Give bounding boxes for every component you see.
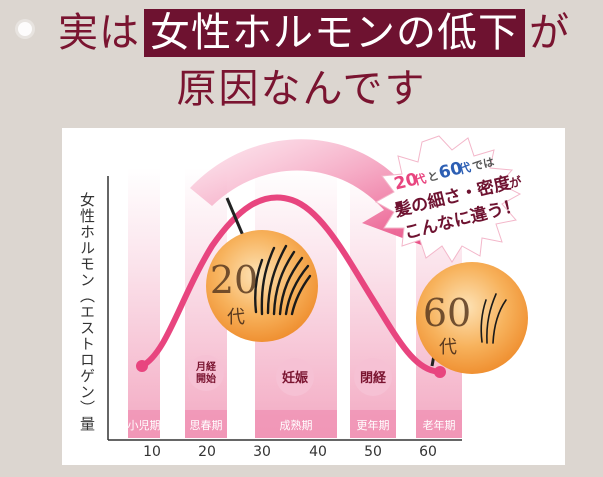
hair-20s-icon [254,244,312,316]
headline-line2: 原因なんです [176,66,427,112]
x-tick-20: 20 [198,444,216,460]
event-menarche-label-1: 月経 [195,360,217,373]
x-tick-40: 40 [309,444,327,460]
hormone-diagram: 女性ホルモン（エストロゲン）量 [62,128,565,465]
x-tick-50: 50 [364,444,382,460]
x-tick-60: 60 [419,444,437,460]
hormone-curve [139,194,445,376]
hair-60s-number: 60 [423,291,471,335]
headline-prefix: 実は [58,10,140,56]
event-menarche-label-2: 開始 [196,372,216,385]
x-tick-30: 30 [253,444,271,460]
period-label-childhood: 小児期 [128,419,161,432]
headline: 実は 女性ホルモンの低下 が 原因なんです [0,0,603,120]
hair-60s-circle [416,262,528,374]
callout-burst [374,135,522,263]
diagram-canvas: 小児期 思春期 成熟期 更年期 老年期 10 20 30 40 50 60 月経… [107,135,528,460]
callout-dai-1: 代 [411,170,427,188]
event-menopause-label: 閉経 [360,370,387,386]
headline-highlight: 女性ホルモンの低下 [144,9,525,57]
period-label-old-age: 老年期 [423,418,456,432]
y-axis-label: 女性ホルモン（エストロゲン）量 [78,192,96,432]
decline-arrow [190,139,427,246]
curve-start-dot [136,360,148,372]
period-label-maturity: 成熟期 [280,418,313,432]
period-label-menopause: 更年期 [357,418,390,432]
event-menopause-circle [354,358,392,396]
period-band-childhood [128,168,160,438]
headline-suffix: が [529,10,570,56]
callout-to: と [426,169,440,184]
period-label-puberty: 思春期 [190,419,223,432]
x-tick-10: 10 [143,444,161,460]
callout-dai-2: 代 [456,159,472,177]
event-pregnancy-label: 妊娠 [282,370,309,386]
sparkle-icon [15,19,35,39]
hair-60s-icon [480,293,507,344]
headline-line1: 実は 女性ホルモンの低下 が [58,8,570,58]
event-pregnancy-circle [276,358,314,396]
hair-60s-unit: 代 [439,337,457,358]
hair-20s-unit: 代 [227,307,245,328]
callout-ga: が [508,173,523,190]
event-menarche-circle [188,355,224,391]
callout-dewa: では [471,155,495,173]
hair-20s-number: 20 [210,258,258,302]
curve-end-dot [434,366,446,378]
